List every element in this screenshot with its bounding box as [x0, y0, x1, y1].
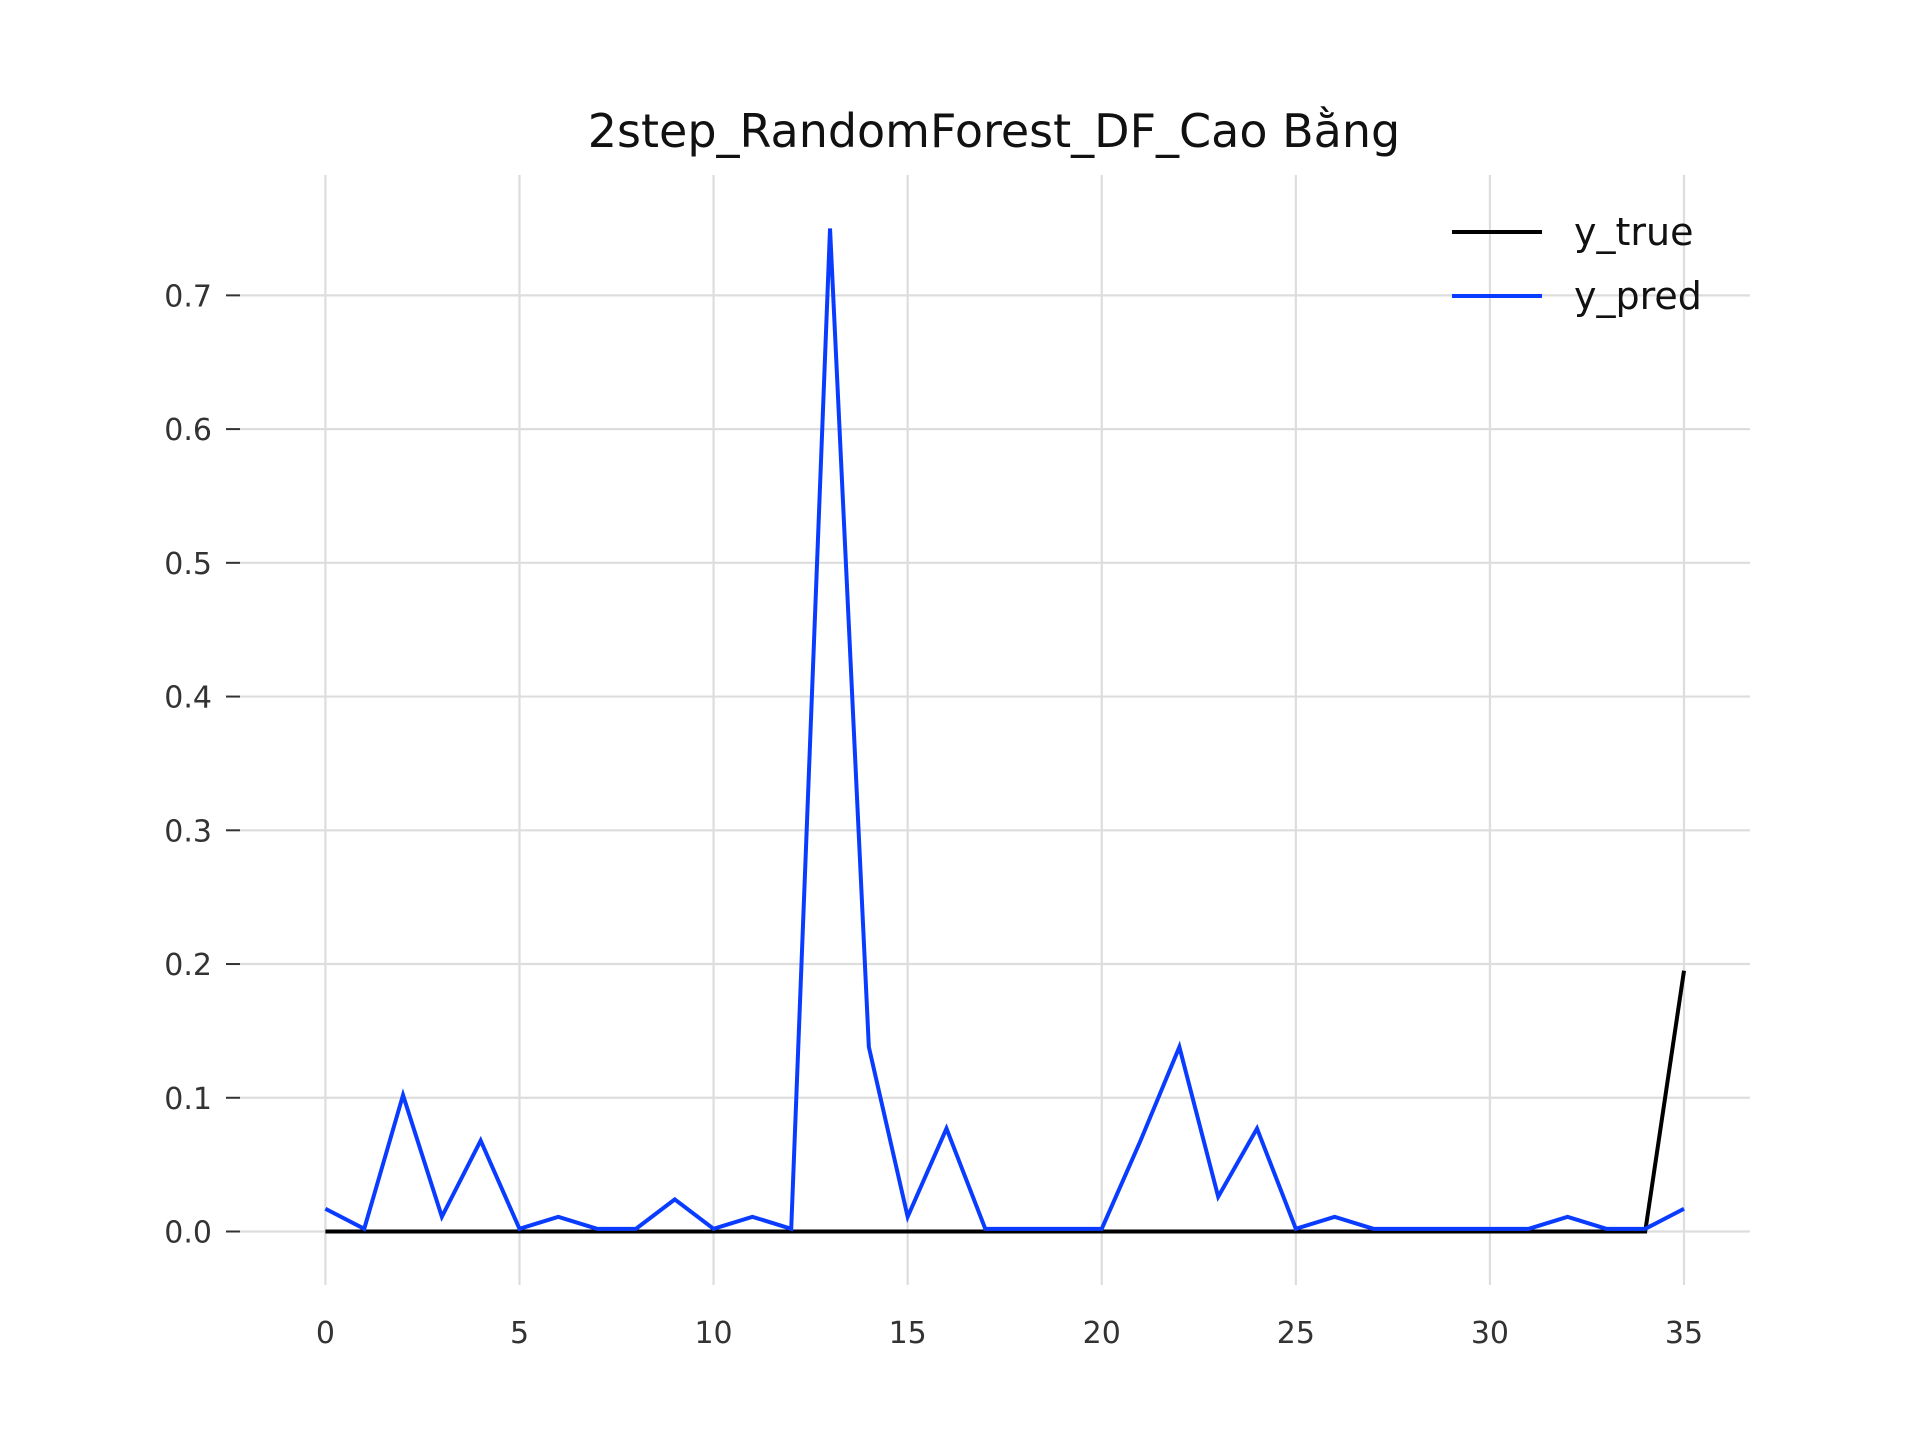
x-tick-label: 15 [889, 1316, 927, 1351]
grid-lines [240, 175, 1750, 1285]
x-tick-label: 10 [694, 1316, 732, 1351]
series-line-y-true [325, 971, 1684, 1232]
legend-label: y_true [1574, 210, 1693, 254]
x-tick-label: 5 [510, 1316, 529, 1351]
y-tick-label: 0.4 [164, 681, 212, 716]
axis-ticks: 0 5 10 15 20 25 30 35 0.0 0.1 0.2 0.3 0.4 0.5 0.6 0.7 [164, 279, 1703, 1351]
y-tick-label: 0.3 [164, 814, 212, 849]
y-tick-label: 0.5 [164, 547, 212, 582]
x-tick-label: 0 [316, 1316, 335, 1351]
x-tick-label: 20 [1083, 1316, 1121, 1351]
series-points-y-pred [325, 228, 1684, 1229]
y-tick-label: 0.7 [164, 279, 212, 314]
series-line-y-pred [325, 228, 1684, 1228]
x-tick-label: 35 [1665, 1316, 1703, 1351]
series-points-y-true [325, 971, 1684, 1232]
y-tick-label: 0.0 [164, 1216, 212, 1251]
y-tick-label: 0.6 [164, 413, 212, 448]
chart-title: 2step_RandomForest_DF_Cao Bằng [588, 104, 1400, 158]
y-tick-label: 0.1 [164, 1082, 212, 1117]
data-series [325, 228, 1684, 1231]
x-tick-label: 25 [1277, 1316, 1315, 1351]
legend-label: y_pred [1574, 274, 1702, 318]
y-tick-label: 0.2 [164, 948, 212, 983]
x-tick-label: 30 [1471, 1316, 1509, 1351]
